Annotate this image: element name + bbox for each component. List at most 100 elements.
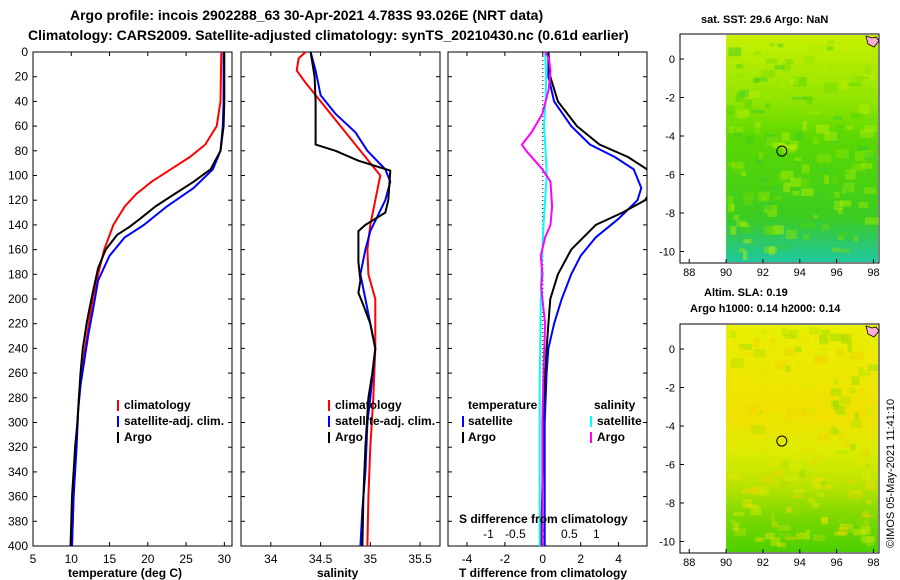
- heatmap-cell: [784, 145, 797, 149]
- heatmap-cell: [785, 365, 791, 373]
- heatmap-cell: [738, 73, 747, 77]
- heatmap-cell: [860, 525, 871, 535]
- heatmap-cell: [764, 367, 769, 377]
- heatmap-cell: [853, 235, 858, 242]
- heatmap-cell: [809, 111, 822, 115]
- depth-tick-label: 120: [8, 193, 28, 207]
- heatmap-cell: [755, 158, 764, 165]
- heatmap-cell: [836, 450, 849, 455]
- heatmap-cell: [765, 102, 771, 109]
- heatmap-cell: [799, 469, 806, 478]
- heatmap-cell: [768, 246, 775, 255]
- temperature-grid: [33, 51, 232, 547]
- heatmap-cell: [821, 481, 827, 489]
- legend-label-t-satellite: satellite: [468, 414, 513, 428]
- heatmap-cell: [842, 332, 849, 341]
- heatmap-cell: [755, 391, 766, 400]
- heatmap-cell: [860, 163, 873, 169]
- heatmap-cell: [773, 195, 782, 201]
- temperature-tick-label: 30: [218, 552, 232, 566]
- heatmap-cell: [808, 43, 816, 48]
- heatmap-cell: [736, 92, 744, 102]
- heatmap-cell: [734, 527, 746, 536]
- lat-tick-label: -6: [665, 169, 675, 181]
- heatmap-cell: [764, 532, 776, 540]
- heatmap-cell: [833, 400, 839, 411]
- heatmap-cell: [769, 461, 782, 467]
- heatmap-cell: [851, 74, 859, 81]
- heatmap-cell: [815, 45, 827, 50]
- heatmap-cell: [735, 64, 744, 69]
- depth-tick-label: 320: [8, 440, 28, 454]
- heatmap-cell: [839, 200, 852, 207]
- heatmap-cell: [728, 203, 734, 213]
- heatmap-cell: [833, 531, 846, 536]
- lat-tick-label: -8: [665, 498, 675, 510]
- legend-label-argo: Argo: [124, 430, 152, 444]
- heatmap-cell: [757, 378, 767, 389]
- heatmap-cell: [803, 333, 811, 338]
- depth-tick-label: 140: [8, 218, 28, 232]
- heatmap-cell: [839, 354, 852, 359]
- heatmap-cell: [850, 233, 855, 241]
- heatmap-cell: [786, 229, 797, 239]
- heatmap-cell: [851, 112, 863, 119]
- heatmap-cell: [760, 486, 770, 493]
- heatmap-cell: [866, 480, 874, 490]
- heatmap-cell: [759, 446, 764, 450]
- heatmap-cell: [763, 401, 778, 406]
- heatmap-cell: [847, 82, 861, 87]
- lon-tick-label: 98: [867, 267, 879, 279]
- heatmap-cell: [762, 370, 774, 374]
- legend-label-climatology: climatology: [124, 398, 191, 412]
- heatmap-cell: [761, 69, 775, 78]
- heatmap-cell: [832, 429, 840, 435]
- heatmap-cell: [812, 481, 819, 490]
- lat-tick-label: -10: [659, 536, 675, 548]
- depth-axis-ticks: 0 20 40 60 80 100 120 140 160 180 200 220 240 260 280 3…: [8, 45, 28, 553]
- heatmap-cell: [784, 536, 796, 541]
- depth-tick-label: 100: [8, 169, 28, 183]
- lon-tick-label: 96: [830, 267, 842, 279]
- heatmap-cell: [796, 338, 810, 344]
- heatmap-cell: [818, 168, 831, 173]
- heatmap-cell: [751, 429, 761, 436]
- heatmap-cell: [862, 159, 867, 163]
- heatmap-cell: [744, 99, 753, 109]
- heatmap-cell: [802, 120, 807, 131]
- heatmap-cell: [852, 78, 864, 83]
- heatmap-cell: [795, 360, 802, 369]
- heatmap-cell: [727, 195, 734, 203]
- heatmap-cell: [800, 407, 807, 417]
- depth-tick-label: 200: [8, 292, 28, 306]
- heatmap-cell: [752, 338, 761, 348]
- sla-map-title: Altim. SLA: 0.19: [704, 287, 788, 299]
- heatmap-cell: [790, 459, 803, 463]
- heatmap-cell: [755, 121, 761, 128]
- heatmap-cell: [781, 326, 787, 337]
- sla-map-land-outline: [865, 325, 880, 338]
- temperature-panel: 0 20 40 60 80 100 120 140 160 180 200 220 240 260 280 3…: [8, 45, 233, 580]
- heatmap-cell: [735, 127, 744, 133]
- heatmap-cell: [763, 246, 777, 254]
- heatmap-cell: [784, 348, 797, 357]
- depth-tick-label: 260: [8, 366, 28, 380]
- heatmap-cell: [800, 223, 815, 229]
- heatmap-cell: [839, 523, 853, 530]
- lat-tick-label: 0: [669, 54, 675, 66]
- heatmap-cell: [768, 177, 778, 187]
- lat-tick-label: -2: [665, 93, 675, 105]
- temperature-series: [69, 52, 226, 546]
- heatmap-cell: [801, 188, 814, 196]
- heatmap-cell: [743, 250, 748, 261]
- difference-series: [520, 52, 647, 546]
- heatmap-cell: [746, 116, 755, 124]
- heatmap-cell: [746, 375, 755, 380]
- depth-tick-label: 0: [21, 45, 28, 59]
- difference-grid: [448, 51, 647, 547]
- heatmap-cell: [813, 335, 821, 342]
- heatmap-cell: [799, 178, 810, 188]
- heatmap-cell: [791, 96, 806, 100]
- heatmap-cell: [760, 178, 770, 182]
- heatmap-cell: [836, 349, 845, 358]
